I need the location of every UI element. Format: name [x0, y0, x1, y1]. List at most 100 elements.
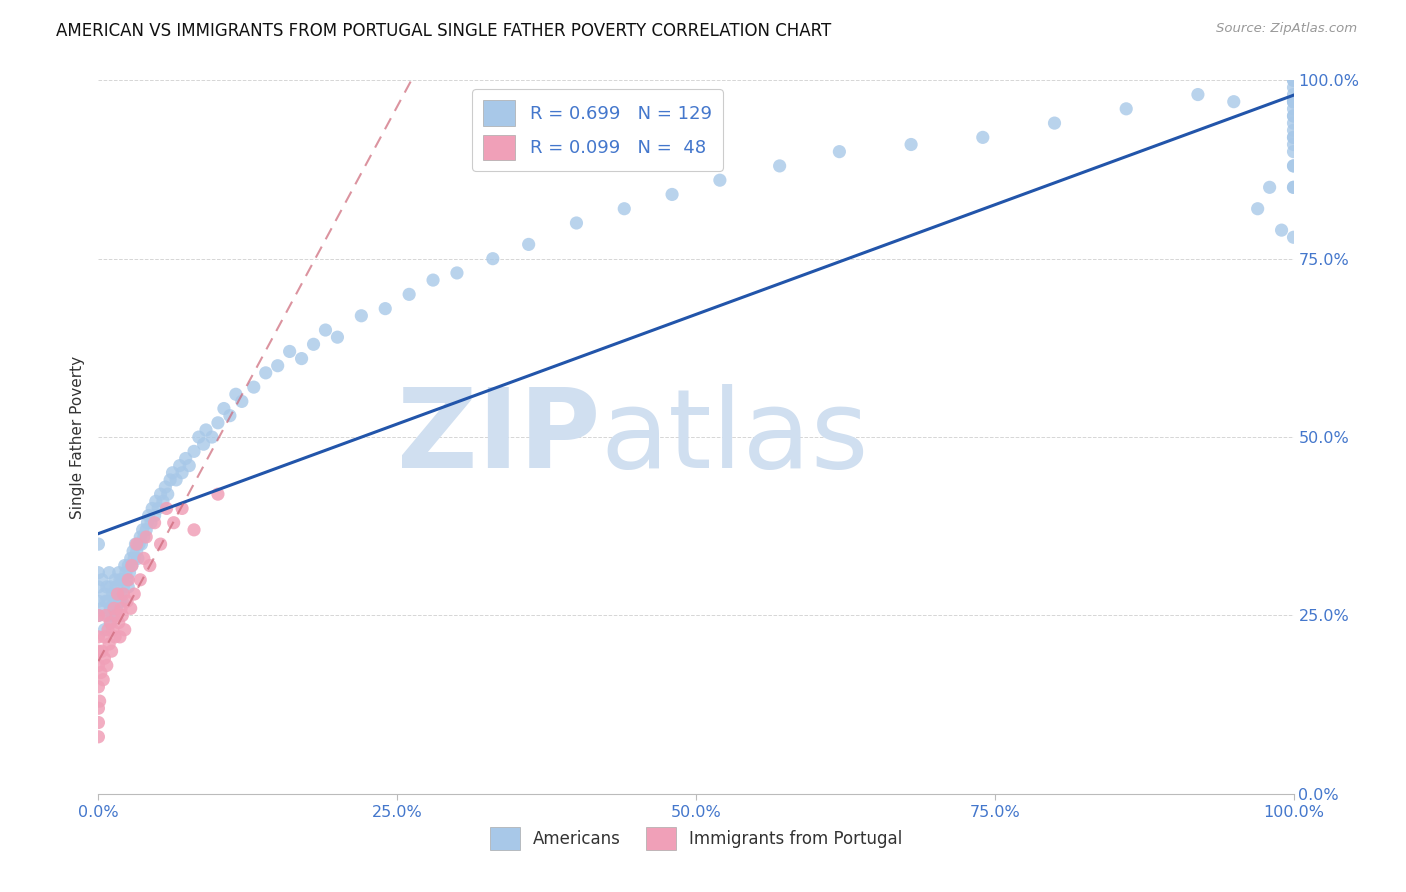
Point	[98, 615, 122, 630]
Point	[129, 530, 152, 544]
Point	[108, 630, 131, 644]
Point	[121, 558, 143, 573]
Point	[96, 580, 118, 594]
Point	[87, 630, 110, 644]
Point	[900, 137, 922, 152]
Point	[1282, 130, 1305, 145]
Point	[115, 573, 138, 587]
Point	[219, 409, 242, 423]
Y-axis label: Single Father Poverty: Single Father Poverty	[70, 356, 86, 518]
Point	[103, 594, 125, 608]
Point	[90, 665, 112, 680]
Point	[104, 630, 127, 644]
Point	[207, 416, 229, 430]
Point	[94, 608, 117, 623]
Point	[87, 537, 110, 551]
Point	[149, 537, 172, 551]
Point	[131, 537, 153, 551]
Point	[98, 637, 121, 651]
Point	[163, 516, 186, 530]
Point	[709, 173, 731, 187]
Point	[141, 501, 163, 516]
Point	[1282, 159, 1305, 173]
Point	[1282, 159, 1305, 173]
Point	[101, 587, 124, 601]
Point	[129, 573, 152, 587]
Point	[162, 466, 184, 480]
Point	[517, 237, 540, 252]
Point	[350, 309, 373, 323]
Point	[97, 594, 120, 608]
Point	[1282, 230, 1305, 244]
Point	[1282, 180, 1305, 194]
Point	[87, 566, 110, 580]
Point	[1282, 73, 1305, 87]
Point	[93, 630, 115, 644]
Point	[111, 573, 134, 587]
Point	[121, 558, 143, 573]
Point	[1247, 202, 1270, 216]
Point	[278, 344, 301, 359]
Point	[172, 466, 194, 480]
Point	[112, 580, 135, 594]
Point	[87, 715, 110, 730]
Point	[143, 516, 166, 530]
Point	[1187, 87, 1209, 102]
Point	[107, 615, 129, 630]
Point	[1282, 95, 1305, 109]
Point	[87, 680, 110, 694]
Point	[87, 730, 110, 744]
Point	[135, 530, 157, 544]
Point	[128, 537, 150, 551]
Point	[107, 587, 129, 601]
Point	[374, 301, 396, 316]
Point	[105, 601, 128, 615]
Point	[100, 644, 122, 658]
Point	[201, 430, 224, 444]
Point	[148, 501, 170, 516]
Point	[96, 658, 118, 673]
Point	[110, 601, 132, 615]
Point	[267, 359, 290, 373]
Point	[1282, 95, 1305, 109]
Point	[1282, 102, 1305, 116]
Point	[108, 594, 131, 608]
Legend: Americans, Immigrants from Portugal: Americans, Immigrants from Portugal	[482, 820, 910, 857]
Point	[87, 644, 110, 658]
Point	[97, 608, 120, 623]
Point	[1115, 102, 1137, 116]
Point	[108, 573, 131, 587]
Point	[565, 216, 588, 230]
Point	[139, 516, 162, 530]
Point	[768, 159, 790, 173]
Point	[93, 651, 115, 665]
Point	[107, 587, 129, 601]
Point	[1258, 180, 1281, 194]
Point	[225, 387, 247, 401]
Point	[114, 623, 136, 637]
Point	[1282, 180, 1305, 194]
Point	[115, 566, 138, 580]
Text: ZIP: ZIP	[396, 384, 600, 491]
Point	[149, 487, 172, 501]
Point	[101, 608, 124, 623]
Point	[124, 537, 146, 551]
Point	[127, 551, 149, 566]
Point	[98, 615, 122, 630]
Point	[1282, 87, 1305, 102]
Point	[143, 508, 166, 523]
Point	[87, 594, 110, 608]
Point	[103, 601, 125, 615]
Point	[613, 202, 636, 216]
Text: Source: ZipAtlas.com: Source: ZipAtlas.com	[1216, 22, 1357, 36]
Point	[1223, 95, 1246, 109]
Point	[1271, 223, 1294, 237]
Point	[91, 644, 114, 658]
Point	[165, 473, 187, 487]
Point	[132, 530, 155, 544]
Point	[104, 573, 127, 587]
Point	[159, 473, 181, 487]
Point	[828, 145, 851, 159]
Point	[231, 394, 253, 409]
Point	[98, 580, 122, 594]
